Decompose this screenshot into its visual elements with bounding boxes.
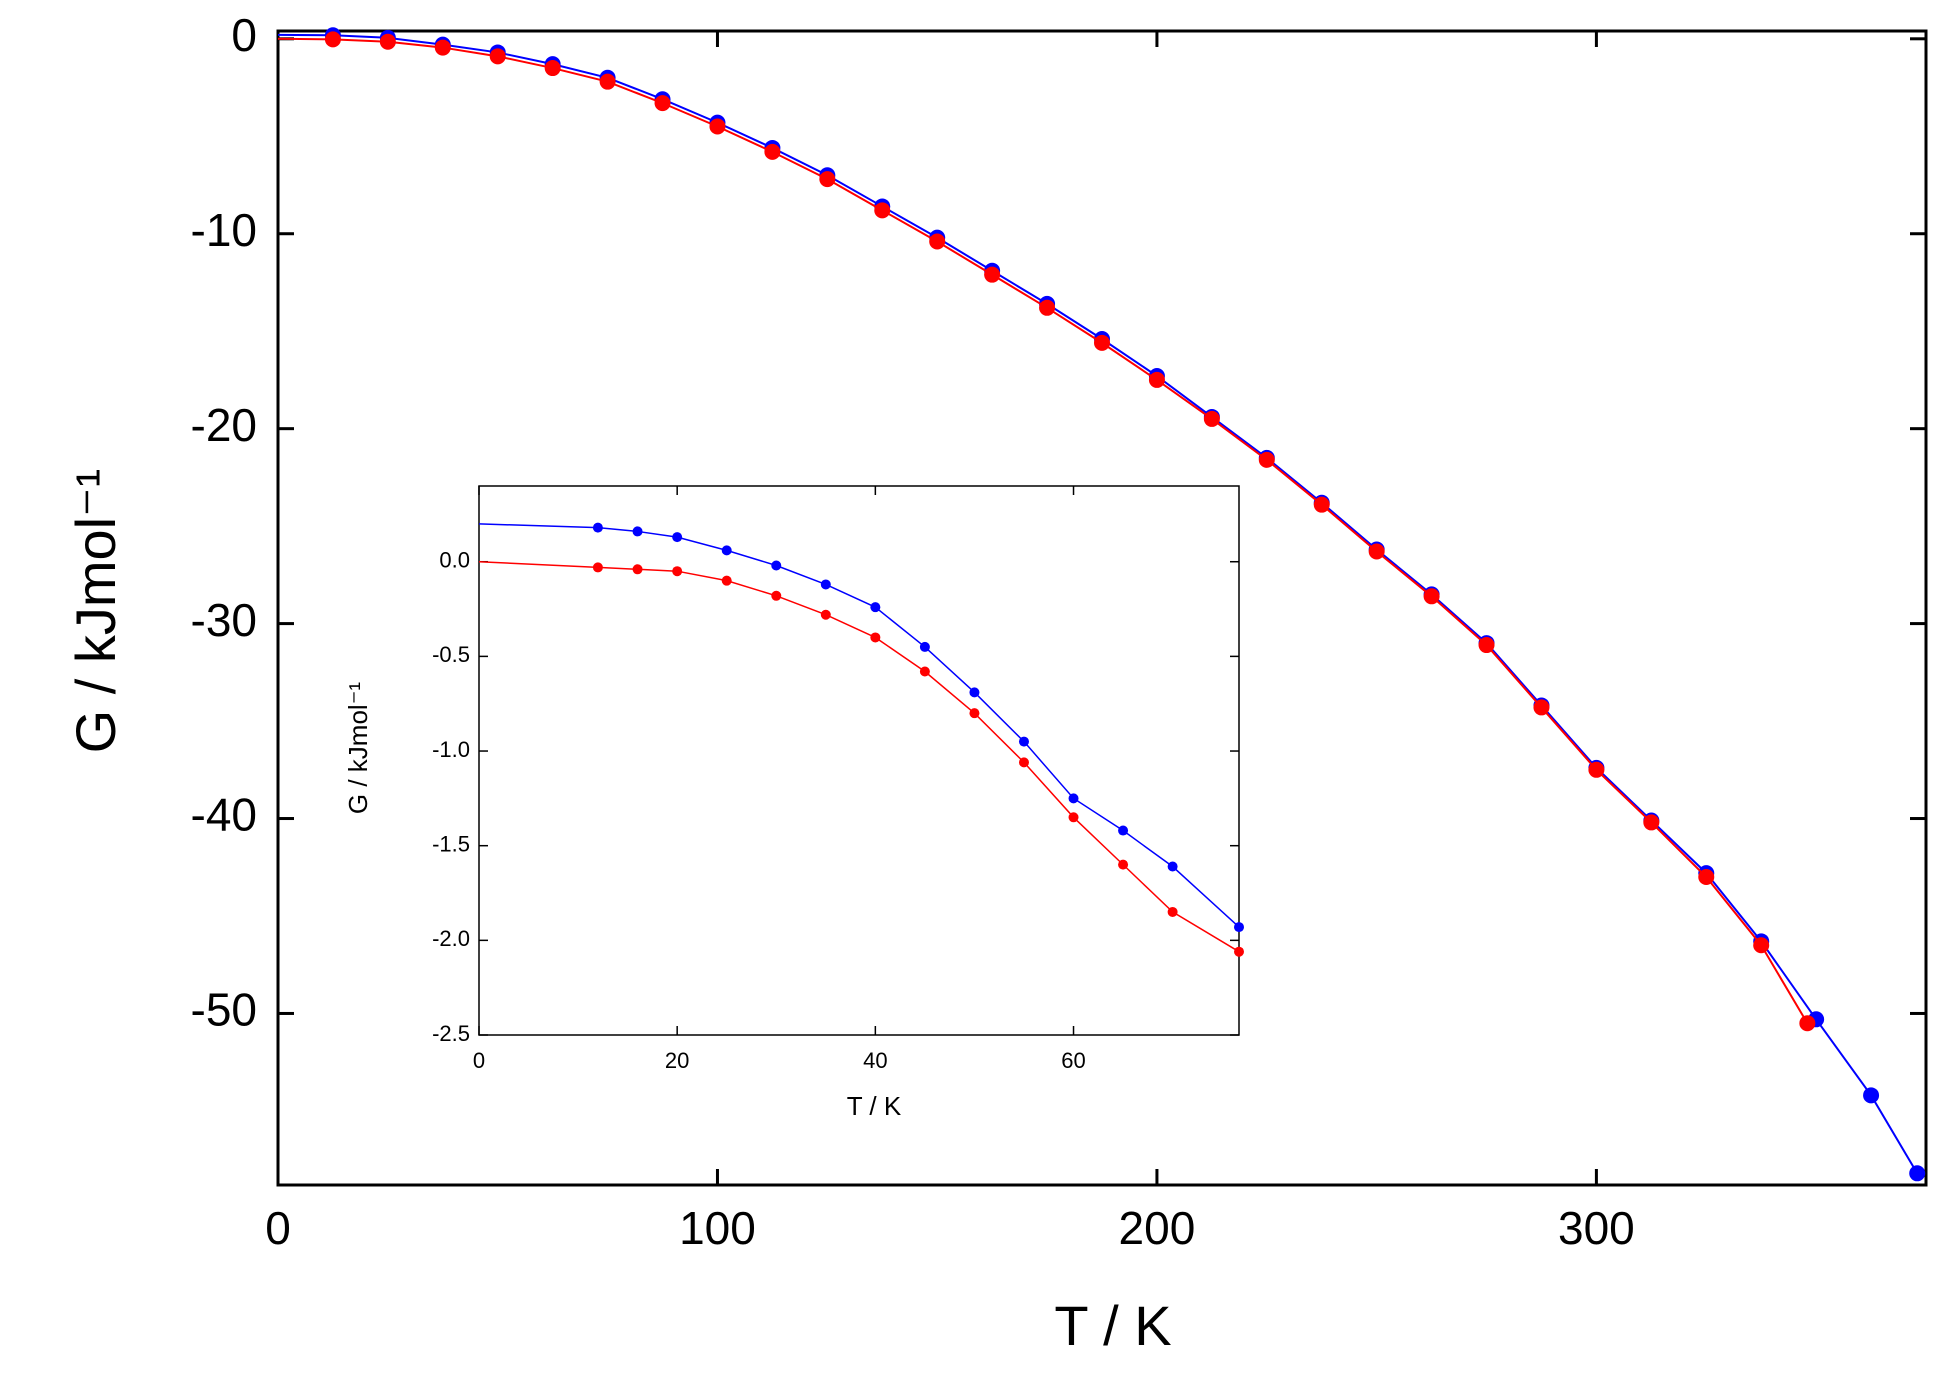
x-axis-label: T / K [847, 1091, 902, 1121]
data-point [1234, 946, 1244, 957]
data-point [592, 562, 603, 573]
data-point [1909, 1165, 1926, 1182]
data-point [672, 532, 683, 543]
data-point [599, 73, 616, 90]
x-tick-label: 0 [473, 1048, 485, 1073]
data-point [1368, 543, 1385, 560]
data-point [721, 575, 732, 586]
data-point [1313, 496, 1330, 513]
data-point [632, 564, 643, 575]
data-point [1588, 761, 1605, 778]
data-point [1068, 812, 1079, 823]
data-point [870, 632, 881, 643]
y-tick-label: -40 [191, 789, 257, 841]
data-point [1148, 371, 1165, 388]
y-tick-label: -2.5 [432, 1021, 470, 1046]
data-point [919, 641, 930, 652]
x-tick-label: 200 [1119, 1202, 1196, 1254]
y-tick-label: -30 [191, 594, 257, 646]
data-point [489, 48, 506, 65]
data-point [1258, 451, 1275, 468]
data-point [771, 560, 782, 571]
data-point [1698, 869, 1715, 886]
data-point [1799, 1015, 1816, 1032]
data-point [1094, 334, 1110, 351]
data-point [1167, 906, 1178, 917]
data-point [919, 666, 930, 677]
data-point [929, 233, 946, 250]
y-axis-label: G / kJmol⁻¹ [343, 682, 373, 815]
x-tick-label: 20 [665, 1048, 689, 1073]
data-point [1423, 588, 1440, 605]
data-point [544, 60, 561, 77]
data-point [1863, 1087, 1880, 1104]
data-point [1018, 736, 1029, 747]
data-point [1068, 793, 1079, 804]
y-tick-label: -0.5 [432, 642, 470, 667]
y-tick-label: -2.0 [432, 926, 470, 951]
data-point [1643, 814, 1660, 831]
data-point [771, 590, 782, 601]
y-tick-label: -1.5 [432, 832, 470, 857]
plot-frame [276, 29, 1928, 1187]
data-point [1478, 637, 1495, 654]
data-point [1118, 825, 1129, 836]
data-point [984, 266, 1001, 283]
data-point [820, 579, 831, 590]
data-point [721, 545, 732, 556]
x-axis-label: T / K [1054, 1294, 1171, 1357]
data-point [654, 95, 671, 112]
y-tick-label: -10 [191, 204, 257, 256]
data-point [874, 202, 891, 219]
data-point [764, 143, 781, 160]
data-point [969, 687, 980, 698]
data-point [1234, 922, 1244, 933]
data-point [1118, 859, 1129, 870]
y-tick-label: -50 [191, 984, 257, 1036]
y-tick-label: -20 [191, 399, 257, 451]
data-point [592, 522, 603, 533]
data-point [434, 39, 451, 56]
y-tick-label: 0.0 [439, 548, 470, 573]
data-point [709, 118, 726, 135]
y-tick-label: 0 [231, 9, 257, 61]
x-tick-label: 40 [863, 1048, 887, 1073]
data-point [672, 566, 683, 577]
y-axis-label: G / kJmol⁻¹ [64, 469, 127, 754]
data-point [632, 526, 643, 537]
data-point [324, 31, 341, 48]
data-point [820, 609, 831, 620]
x-tick-label: 60 [1061, 1048, 1085, 1073]
data-point [379, 33, 396, 50]
data-point [1203, 410, 1220, 427]
data-point [1533, 699, 1550, 716]
x-tick-label: 0 [265, 1202, 291, 1254]
plot-frame [478, 485, 1240, 1036]
x-tick-label: 300 [1558, 1202, 1635, 1254]
data-point [1167, 861, 1178, 872]
x-tick-label: 100 [679, 1202, 756, 1254]
data-point [1018, 757, 1029, 768]
inset-background [479, 486, 1239, 1035]
data-point [870, 602, 881, 613]
data-point [1753, 937, 1770, 954]
data-point [819, 171, 836, 188]
data-point [969, 708, 980, 719]
y-tick-label: -1.0 [432, 737, 470, 762]
data-point [1039, 299, 1056, 316]
